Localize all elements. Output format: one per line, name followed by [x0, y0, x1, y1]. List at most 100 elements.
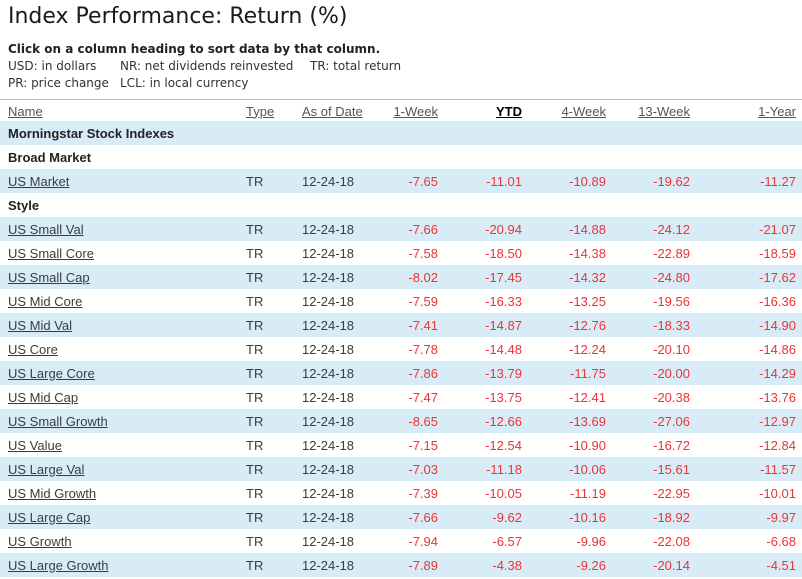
index-type: TR: [246, 341, 264, 357]
value-week_1: -8.02: [408, 269, 438, 285]
value-week_13: -20.38: [653, 389, 690, 405]
index-type: TR: [246, 293, 264, 309]
value-ytd: -18.50: [485, 245, 522, 261]
column-header-ytd[interactable]: YTD: [496, 103, 522, 119]
index-link-us-small-growth[interactable]: US Small Growth: [8, 413, 108, 429]
index-name-cell: US Mid Cap: [0, 385, 246, 409]
index-type: TR: [246, 221, 264, 237]
column-header-as_of_date[interactable]: As of Date: [302, 103, 363, 119]
value-week_1: -7.59: [408, 293, 438, 309]
index-type: TR: [246, 413, 264, 429]
value-week_4: -11.19: [570, 485, 606, 501]
index-type: TR: [246, 389, 264, 405]
index-link-us-large-growth[interactable]: US Large Growth: [8, 557, 109, 573]
index-as-of-date: 12-24-18: [302, 389, 355, 405]
index-link-us-mid-val[interactable]: US Mid Val: [8, 317, 73, 333]
index-link-us-mid-cap[interactable]: US Mid Cap: [8, 389, 79, 405]
group-header-morningstar-stock-indexes: Morningstar Stock Indexes: [0, 121, 802, 145]
page-title: Index Performance: Return (%): [8, 4, 348, 29]
index-link-us-large-cap[interactable]: US Large Cap: [8, 509, 91, 525]
abbreviation-legend: USD: in dollars NR: net dividends reinves…: [8, 58, 802, 92]
legend-row-1: USD: in dollars NR: net dividends reinves…: [8, 58, 802, 75]
sort-instruction: Click on a column heading to sort data b…: [8, 42, 381, 56]
index-row-us-small-growth: US Small Growth TR 12-24-18 -8.65 -12.66 -13.…: [0, 409, 802, 433]
index-name-cell: US Mid Val: [0, 313, 246, 337]
index-performance-page: Index Performance: Return (%) Click on a…: [0, 4, 802, 577]
value-week_13: -22.08: [653, 533, 690, 549]
index-link-us-market[interactable]: US Market: [8, 173, 70, 189]
value-ytd: -10.05: [485, 485, 522, 501]
index-performance-table: Name Type As of Date 1-Week YTD 4-Week 13-Week…: [0, 101, 802, 577]
value-year_1: -13.76: [759, 389, 796, 405]
value-week_13: -18.33: [653, 317, 690, 333]
value-week_1: -8.65: [408, 413, 438, 429]
value-ytd: -4.38: [492, 557, 522, 573]
value-ytd: -9.62: [492, 509, 522, 525]
index-link-us-small-cap[interactable]: US Small Cap: [8, 269, 90, 285]
value-ytd: -16.33: [485, 293, 522, 309]
index-row-us-large-val: US Large Val TR 12-24-18 -7.03 -11.18 -10.06 -…: [0, 457, 802, 481]
index-link-us-growth[interactable]: US Growth: [8, 533, 72, 549]
index-as-of-date: 12-24-18: [302, 317, 355, 333]
value-ytd: -12.66: [485, 413, 522, 429]
value-year_1: -17.62: [759, 269, 796, 285]
index-as-of-date: 12-24-18: [302, 413, 355, 429]
column-header-week_4[interactable]: 4-Week: [561, 103, 606, 119]
table-top-divider: [0, 99, 802, 100]
index-name-cell: US Value: [0, 433, 246, 457]
section-heading-broad-market-label: Broad Market: [8, 149, 92, 165]
value-week_13: -16.72: [653, 437, 690, 453]
column-header-year_1[interactable]: 1-Year: [758, 103, 796, 119]
column-week_13: 13-Week: [606, 101, 690, 121]
index-link-us-large-val[interactable]: US Large Val: [8, 461, 85, 477]
value-ytd: -13.75: [485, 389, 522, 405]
index-link-us-small-val[interactable]: US Small Val: [8, 221, 84, 237]
value-week_1: -7.39: [408, 485, 438, 501]
index-as-of-date: 12-24-18: [302, 461, 355, 477]
index-link-us-mid-growth[interactable]: US Mid Growth: [8, 485, 97, 501]
index-link-us-value[interactable]: US Value: [8, 437, 62, 453]
index-link-us-large-core[interactable]: US Large Core: [8, 365, 95, 381]
index-as-of-date: 12-24-18: [302, 485, 355, 501]
value-year_1: -16.36: [759, 293, 796, 309]
index-link-us-core[interactable]: US Core: [8, 341, 58, 357]
value-week_1: -7.15: [408, 437, 438, 453]
column-header-week_1[interactable]: 1-Week: [393, 103, 438, 119]
value-week_1: -7.78: [408, 341, 438, 357]
column-year_1: 1-Year: [690, 101, 802, 121]
legend-usd: USD: in dollars: [8, 59, 97, 73]
index-as-of-date: 12-24-18: [302, 293, 355, 309]
index-row-us-mid-core: US Mid Core TR 12-24-18 -7.59 -16.33 -13.25 -1…: [0, 289, 802, 313]
value-week_13: -19.56: [653, 293, 690, 309]
index-name-cell: US Small Cap: [0, 265, 246, 289]
index-as-of-date: 12-24-18: [302, 245, 355, 261]
index-name-cell: US Large Cap: [0, 505, 246, 529]
index-link-us-mid-core[interactable]: US Mid Core: [8, 293, 83, 309]
index-as-of-date: 12-24-18: [302, 533, 355, 549]
legend-tr: TR: total return: [310, 59, 402, 73]
column-header-name[interactable]: Name: [8, 103, 43, 119]
index-link-us-small-core[interactable]: US Small Core: [8, 245, 94, 261]
index-name-cell: US Growth: [0, 529, 246, 553]
table-header-row: Name Type As of Date 1-Week YTD 4-Week 13-Week…: [0, 101, 802, 121]
value-week_13: -19.62: [653, 173, 690, 189]
index-as-of-date: 12-24-18: [302, 509, 355, 525]
index-row-us-small-core: US Small Core TR 12-24-18 -7.58 -18.50 -14.38…: [0, 241, 802, 265]
value-year_1: -11.57: [760, 461, 796, 477]
value-week_1: -7.58: [408, 245, 438, 261]
value-week_1: -7.47: [408, 389, 438, 405]
value-week_4: -12.24: [569, 341, 606, 357]
index-type: TR: [246, 485, 264, 501]
index-row-us-small-val: US Small Val TR 12-24-18 -7.66 -20.94 -14.88 -…: [0, 217, 802, 241]
value-ytd: -14.48: [485, 341, 522, 357]
column-week_4: 4-Week: [522, 101, 606, 121]
value-year_1: -12.84: [759, 437, 796, 453]
index-as-of-date: 12-24-18: [302, 341, 355, 357]
column-header-week_13[interactable]: 13-Week: [638, 103, 690, 119]
value-week_4: -10.90: [569, 437, 606, 453]
value-ytd: -12.54: [485, 437, 522, 453]
value-ytd: -20.94: [485, 221, 522, 237]
value-ytd: -14.87: [485, 317, 522, 333]
index-type: TR: [246, 365, 264, 381]
column-header-type[interactable]: Type: [246, 103, 275, 119]
